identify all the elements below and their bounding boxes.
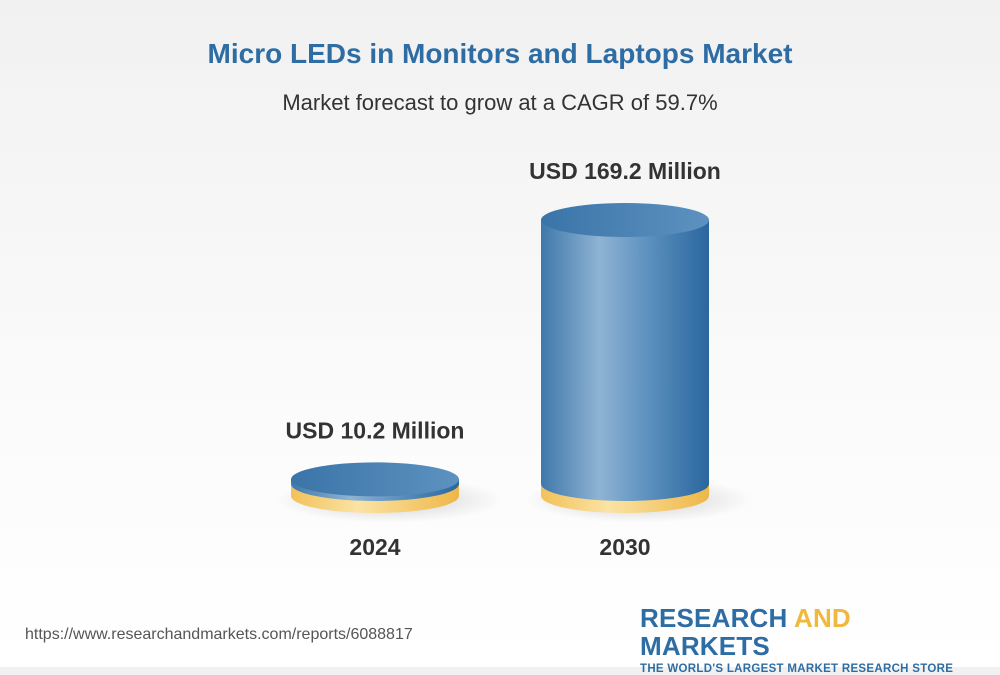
bar-top — [541, 203, 709, 237]
category-label: 2024 — [349, 534, 400, 560]
bar-value-label: USD 10.2 Million — [286, 417, 465, 443]
bar-top — [291, 462, 459, 497]
brand-logo: RESEARCH AND MARKETS THE WORLD'S LARGEST… — [640, 604, 980, 675]
bar-2030: USD 169.2 Million 2030 — [525, 158, 753, 560]
cylinder-chart: USD 10.2 Million 2024 USD 169.2 Million 203… — [275, 158, 753, 560]
bar-value-label: USD 169.2 Million — [529, 158, 721, 184]
brand-tagline: THE WORLD'S LARGEST MARKET RESEARCH STOR… — [640, 663, 954, 675]
brand-wordmark: RESEARCH AND MARKETS — [640, 603, 851, 661]
bar-body — [541, 220, 709, 501]
chart-subtitle: Market forecast to grow at a CAGR of 59.… — [282, 90, 718, 115]
chart-title: Micro LEDs in Monitors and Laptops Marke… — [207, 38, 793, 69]
source-url[interactable]: https://www.researchandmarkets.com/repor… — [25, 626, 413, 643]
category-label: 2030 — [599, 534, 650, 560]
bar-2024: USD 10.2 Million 2024 — [275, 417, 503, 560]
